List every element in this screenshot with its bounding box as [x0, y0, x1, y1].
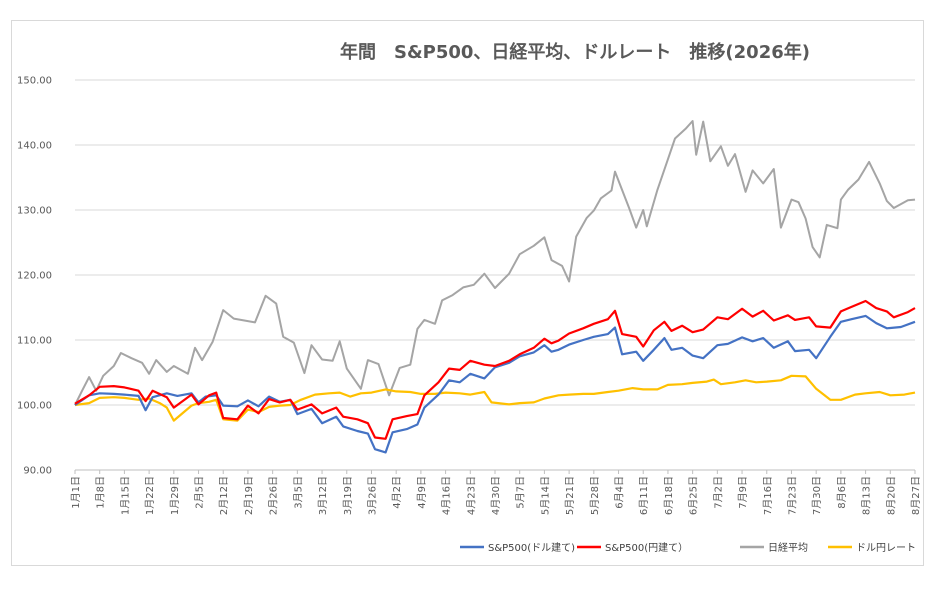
gridlines — [75, 79, 915, 471]
x-tick-label: 8月13日 — [861, 476, 873, 515]
x-tick-label: 7月16日 — [762, 476, 774, 515]
x-tick-label: 3月26日 — [366, 476, 378, 515]
legend: S&P500(ドル建て) S&P500(円建て） 日経平均 ドル円レート — [460, 541, 916, 554]
series-line-2 — [74, 120, 916, 406]
x-tick-label: 2月5日 — [194, 476, 206, 509]
x-tick-label: 7月2日 — [712, 476, 724, 509]
x-tick-label: 7月9日 — [737, 476, 749, 509]
x-tick-label: 6月11日 — [638, 476, 650, 515]
x-tick-label: 7月30日 — [811, 476, 823, 515]
series-lines — [74, 120, 916, 454]
x-tick-label: 4月30日 — [490, 476, 502, 515]
y-tick-label: 150.00 — [17, 76, 52, 87]
x-tick-label: 3月5日 — [292, 476, 304, 509]
x-tick-label: 1月1日 — [70, 476, 82, 509]
x-tick-label: 2月19日 — [243, 476, 255, 515]
x-tick-label: 1月8日 — [95, 476, 107, 509]
y-tick-label: 140.00 — [17, 141, 52, 152]
y-tick-label: 100.00 — [17, 401, 52, 412]
legend-label: S&P500(円建て） — [605, 541, 688, 554]
y-tick-label: 110.00 — [17, 336, 52, 347]
x-tick-label: 1月22日 — [144, 476, 156, 515]
x-tick-label: 6月18日 — [663, 476, 675, 515]
x-tick-label: 4月23日 — [465, 476, 477, 515]
legend-label: 日経平均 — [768, 541, 808, 554]
y-tick-label: 120.00 — [17, 271, 52, 282]
legend-label: ドル円レート — [856, 543, 916, 554]
series-line-1 — [74, 299, 916, 440]
x-tick-label: 8月27日 — [910, 476, 922, 515]
x-tick-label: 1月29日 — [169, 476, 181, 515]
y-axis-ticks: 90.00 100.00 110.00 120.00 130.00 140.00 150.0… — [17, 76, 52, 477]
series-line-3 — [74, 374, 916, 422]
x-tick-label: 8月6日 — [836, 476, 848, 509]
x-tick-label: 4月2日 — [391, 476, 403, 509]
x-tick-label: 1月15日 — [119, 476, 131, 515]
series-line-0 — [74, 314, 916, 454]
y-tick-label: 90.00 — [23, 466, 52, 477]
legend-label: S&P500(ドル建て) — [488, 541, 575, 554]
chart-frame — [11, 20, 924, 566]
x-tick-label: 5月7日 — [515, 476, 527, 509]
x-tick-label: 7月23日 — [786, 476, 798, 515]
x-tick-label: 4月16日 — [441, 476, 453, 515]
x-tick-label: 8月20日 — [885, 476, 897, 515]
x-tick-label: 5月21日 — [564, 476, 576, 515]
x-tick-label: 5月14日 — [539, 476, 551, 515]
x-tick-label: 2月12日 — [218, 476, 230, 515]
x-axis-ticks: 1月1日 1月8日 1月15日 1月22日 1月29日 2月5日 2月12日 2月19日 2月2… — [70, 470, 922, 515]
x-tick-label: 5月28日 — [589, 476, 601, 515]
x-tick-label: 4月9日 — [416, 476, 428, 509]
x-tick-label: 6月4日 — [614, 476, 626, 509]
chart-title: 年間 S&P500、日経平均、ドルレート 推移(2026年) — [340, 42, 810, 63]
x-tick-label: 2月26日 — [268, 476, 280, 515]
y-tick-label: 130.00 — [17, 206, 52, 217]
x-tick-label: 3月12日 — [317, 476, 329, 515]
x-tick-label: 3月19日 — [342, 476, 354, 515]
x-tick-label: 6月25日 — [688, 476, 700, 515]
